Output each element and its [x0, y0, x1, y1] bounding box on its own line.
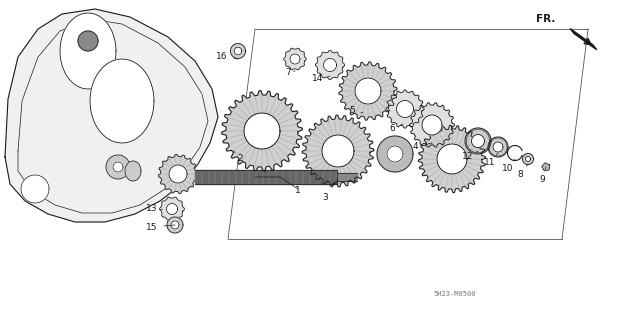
Polygon shape: [397, 100, 413, 117]
Polygon shape: [169, 165, 187, 183]
Text: 14: 14: [312, 75, 324, 84]
Text: 13: 13: [147, 204, 157, 213]
Polygon shape: [78, 31, 98, 51]
Polygon shape: [410, 103, 454, 147]
Text: 6: 6: [389, 124, 395, 133]
Polygon shape: [522, 153, 534, 165]
Polygon shape: [5, 9, 218, 222]
Text: 3: 3: [322, 192, 328, 202]
Polygon shape: [302, 115, 374, 187]
Polygon shape: [60, 13, 116, 89]
Polygon shape: [166, 204, 177, 214]
Polygon shape: [465, 128, 491, 154]
Polygon shape: [322, 135, 354, 167]
Polygon shape: [113, 162, 123, 172]
Text: 5: 5: [349, 107, 355, 115]
Polygon shape: [234, 47, 242, 55]
Polygon shape: [106, 155, 130, 179]
Text: 5H23-M0500: 5H23-M0500: [434, 291, 476, 297]
Polygon shape: [419, 125, 486, 193]
Text: 1: 1: [295, 187, 301, 196]
Text: 10: 10: [502, 165, 514, 174]
Polygon shape: [323, 58, 337, 71]
Polygon shape: [125, 161, 141, 181]
Polygon shape: [339, 62, 397, 120]
Polygon shape: [377, 136, 413, 172]
Polygon shape: [167, 217, 183, 233]
Text: 7: 7: [285, 69, 291, 78]
Polygon shape: [472, 135, 484, 147]
Text: FR.: FR.: [536, 14, 555, 24]
Polygon shape: [290, 54, 300, 64]
Polygon shape: [493, 142, 503, 152]
Polygon shape: [159, 154, 198, 194]
Polygon shape: [337, 173, 357, 181]
Polygon shape: [422, 115, 442, 135]
Polygon shape: [171, 221, 179, 229]
Text: 11: 11: [484, 159, 496, 167]
Polygon shape: [21, 175, 49, 203]
Polygon shape: [160, 197, 184, 221]
Polygon shape: [230, 43, 246, 58]
Polygon shape: [525, 157, 531, 161]
Text: 8: 8: [517, 170, 523, 180]
Polygon shape: [387, 146, 403, 162]
Polygon shape: [221, 91, 302, 171]
Polygon shape: [386, 90, 424, 128]
Polygon shape: [195, 169, 337, 184]
Text: 2: 2: [237, 154, 243, 164]
Polygon shape: [488, 137, 508, 157]
Polygon shape: [437, 144, 467, 174]
Text: 9: 9: [539, 174, 545, 183]
Text: 16: 16: [216, 53, 228, 62]
Polygon shape: [90, 59, 154, 143]
Text: 15: 15: [147, 222, 157, 232]
Polygon shape: [542, 163, 550, 171]
Polygon shape: [355, 78, 381, 104]
Text: 4: 4: [412, 143, 418, 152]
Polygon shape: [316, 50, 344, 79]
Polygon shape: [244, 113, 280, 149]
Text: 12: 12: [462, 152, 474, 161]
Polygon shape: [570, 28, 596, 50]
Polygon shape: [284, 48, 306, 70]
